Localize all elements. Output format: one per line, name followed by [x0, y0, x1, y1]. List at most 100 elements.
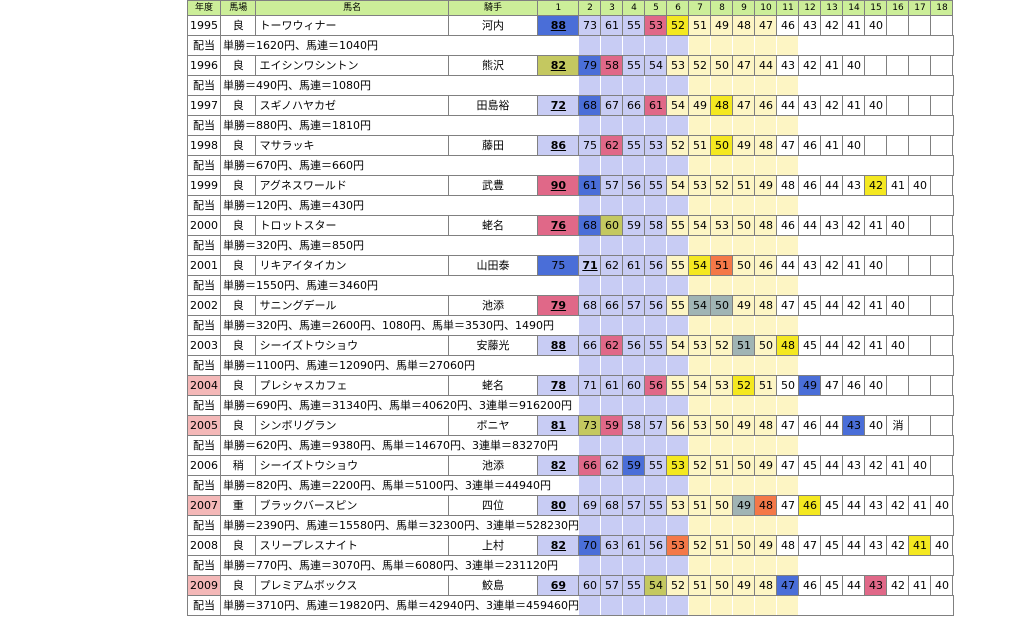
score-cell: 63: [600, 535, 624, 556]
score-cell: 43: [776, 55, 800, 76]
score-cell: 43: [864, 575, 888, 596]
payout-filler: [776, 155, 799, 176]
score-cell: 41: [820, 55, 844, 76]
payout-filler: [886, 155, 909, 176]
score-cell: 50: [754, 335, 778, 356]
score-cell: 53: [710, 215, 734, 236]
payout-filler: [952, 595, 955, 616]
score-cell: 57: [622, 495, 646, 516]
payout-filler: [710, 275, 733, 296]
header-number-9: 9: [732, 0, 756, 16]
payout-filler: [600, 435, 623, 456]
horse-name-cell: スリープレスナイト: [255, 535, 449, 556]
payout-filler: [864, 115, 887, 136]
score-cell: 42: [864, 455, 888, 476]
score-cell: 48: [754, 495, 778, 516]
winner-score: 86: [550, 139, 567, 152]
score-cell: 55: [666, 295, 690, 316]
payout-filler: [820, 275, 843, 296]
payout-filler: [600, 475, 623, 496]
score-cell: 49: [754, 535, 778, 556]
payout-filler: [578, 435, 601, 456]
score-cell: 66: [578, 455, 602, 476]
payout-filler: [952, 75, 955, 96]
payout-text: 単勝＝690円、馬連＝31340円、馬単＝40620円、3連単＝916200円: [219, 395, 579, 416]
score-cell: 68: [578, 295, 602, 316]
payout-filler: [930, 515, 953, 536]
score-cell: 55: [666, 375, 690, 396]
jockey-cell: ボニヤ: [447, 415, 539, 436]
score-cell: 44: [842, 535, 866, 556]
payout-filler: [754, 115, 777, 136]
score-cell: 44: [798, 215, 822, 236]
payout-filler: [754, 275, 777, 296]
payout-filler: [908, 235, 931, 256]
payout-filler: [578, 275, 601, 296]
payout-text: 単勝＝1550円、馬連＝3460円: [219, 275, 579, 296]
payout-filler: [644, 395, 667, 416]
payout-label: 配当: [187, 155, 221, 176]
payout-filler: [930, 275, 953, 296]
payout-text: 単勝＝670円、馬連＝660円: [219, 155, 579, 176]
track-condition-cell: 良: [219, 335, 257, 356]
score-cell: 58: [600, 55, 624, 76]
payout-filler: [952, 515, 955, 536]
score-cell: 51: [710, 535, 734, 556]
payout-filler: [776, 595, 799, 616]
payout-filler: [644, 75, 667, 96]
payout-filler: [820, 35, 843, 56]
payout-filler: [908, 515, 931, 536]
score-cell: [930, 95, 954, 116]
result-row-2008: 2008 良スリープレスナイト 上村 82 70 63 61 56 53 52 51 50 49 48 47…: [187, 535, 954, 556]
score-cell: [886, 55, 910, 76]
payout-label: 配当: [187, 115, 221, 136]
payout-filler: [908, 115, 931, 136]
score-cell: 40: [842, 55, 866, 76]
score-cell: 40: [908, 175, 932, 196]
horse-name-cell: サニングデール: [255, 295, 449, 316]
payout-row-2007: 配当 単勝＝2390円、馬連＝15580円、馬単＝32300円、3連単＝52823…: [187, 515, 955, 536]
score-cell: 82: [537, 55, 580, 76]
jockey-cell: 藤田: [447, 135, 539, 156]
score-cell: 50: [710, 55, 734, 76]
payout-label: 配当: [187, 275, 221, 296]
score-cell: 46: [798, 495, 822, 516]
score-cell: 40: [886, 295, 910, 316]
header-horse: 馬名: [255, 0, 449, 16]
payout-filler: [864, 155, 887, 176]
score-cell: 47: [776, 575, 800, 596]
payout-filler: [864, 515, 887, 536]
payout-filler: [930, 115, 953, 136]
score-cell: 59: [622, 215, 646, 236]
score-cell: 50: [710, 295, 734, 316]
score-cell: 56: [644, 295, 668, 316]
score-cell: 69: [578, 495, 602, 516]
payout-filler: [820, 515, 843, 536]
score-cell: 43: [842, 415, 866, 436]
payout-filler: [930, 235, 953, 256]
score-cell: 49: [732, 575, 756, 596]
score-cell: 49: [710, 15, 734, 36]
payout-filler: [754, 195, 777, 216]
jockey-cell: 山田泰: [447, 255, 539, 276]
track-condition-cell: 重: [219, 495, 257, 516]
header-number-4: 4: [622, 0, 646, 16]
score-cell: [908, 255, 932, 276]
score-cell: 46: [754, 255, 778, 276]
score-cell: 44: [820, 415, 844, 436]
payout-filler: [754, 595, 777, 616]
payout-filler: [644, 155, 667, 176]
score-cell: 43: [820, 215, 844, 236]
score-cell: 70: [578, 535, 602, 556]
payout-filler: [930, 315, 953, 336]
payout-filler: [666, 195, 689, 216]
horse-name-cell: エイシンワシントン: [255, 55, 449, 76]
payout-filler: [710, 155, 733, 176]
year-cell: 1999: [187, 175, 221, 196]
payout-filler: [820, 595, 843, 616]
payout-row-1997: 配当 単勝＝880円、馬連＝1810円: [187, 115, 955, 136]
score-cell: 49: [688, 95, 712, 116]
payout-filler: [842, 235, 865, 256]
header-number-11: 11: [776, 0, 800, 16]
score-cell: 52: [732, 375, 756, 396]
